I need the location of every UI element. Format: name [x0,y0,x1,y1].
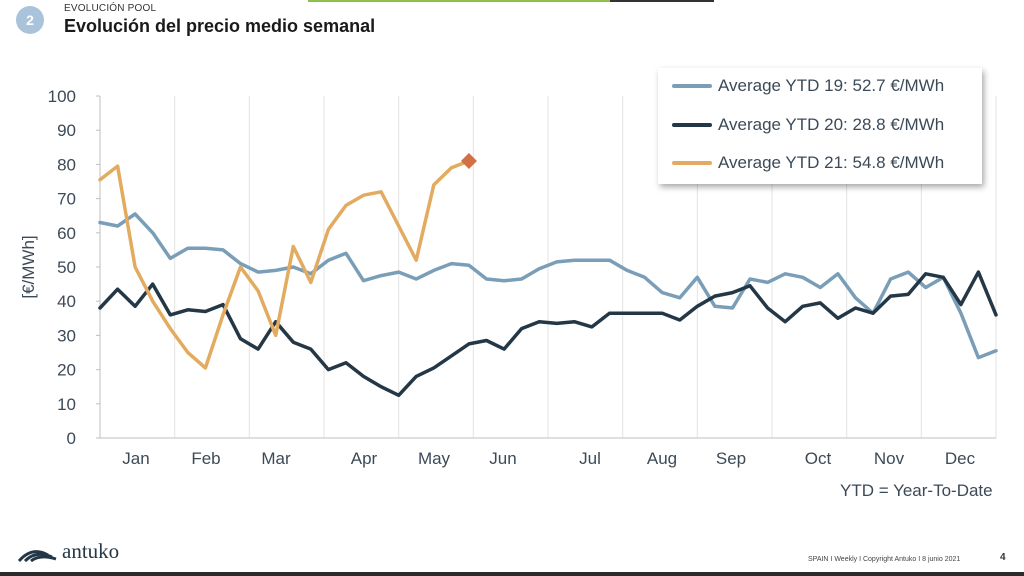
top-accent-dark [610,0,714,2]
y-tick-label: 80 [57,155,76,174]
legend-label-ytd19: Average YTD 19: 52.7 €/MWh [718,76,945,95]
x-tick-label: May [418,449,451,468]
x-tick-label: Jan [122,449,149,468]
x-tick-label: Sep [716,449,746,468]
x-tick-label: Feb [191,449,220,468]
antuko-mountain-icon [18,549,57,562]
legend-item-ytd21: Average YTD 21: 54.8 €/MWh [672,151,944,175]
x-tick-label: Oct [805,449,832,468]
ytd-footnote: YTD = Year-To-Date [840,481,993,500]
footer-copyright: SPAIN I Weekly I Copyright Antuko I 8 ju… [808,556,961,563]
x-tick-label: Mar [261,449,291,468]
y-tick-label: 50 [57,258,76,277]
x-tick-label: Apr [351,449,378,468]
y-tick-label: 70 [57,190,76,209]
x-tick-label: Jul [579,449,601,468]
series-line-2 [98,159,471,370]
page-title: Evolución del precio medio semanal [64,16,376,36]
legend-swatch-ytd21 [672,161,712,165]
x-tick-label: Dec [945,449,976,468]
y-tick-label: 0 [67,429,76,448]
y-tick-label: 30 [57,326,76,345]
brand-name: antuko [62,539,120,563]
chart-legend: Average YTD 19: 52.7 €/MWh Average YTD 2… [658,68,982,184]
section-kicker: EVOLUCIÓN POOL [64,3,157,14]
last-value-marker [460,152,477,169]
antuko-logo: antuko [18,539,119,564]
legend-item-ytd20: Average YTD 20: 28.8 €/MWh [672,113,944,137]
section-badge: 2 [16,6,44,34]
x-tick-label: Nov [874,449,905,468]
top-accent-green [308,0,610,2]
x-tick-label: Jun [489,449,516,468]
legend-item-ytd19: Average YTD 19: 52.7 €/MWh [672,74,944,98]
series-line-0 [98,212,998,360]
y-tick-label: 90 [57,121,76,140]
y-tick-label: 10 [57,395,76,414]
y-axis-title: [€/MWh] [19,235,38,298]
legend-label-ytd20: Average YTD 20: 28.8 €/MWh [718,115,945,134]
legend-label-ytd21: Average YTD 21: 54.8 €/MWh [718,153,945,172]
legend-swatch-ytd19 [672,84,712,88]
series-line-1 [98,270,998,398]
page-number: 4 [1000,552,1006,563]
bottom-bar [0,572,1024,576]
y-tick-label: 60 [57,224,76,243]
y-tick-label: 20 [57,361,76,380]
y-tick-label: 40 [57,292,76,311]
x-tick-label: Aug [647,449,677,468]
y-tick-label: 100 [48,87,76,106]
legend-swatch-ytd20 [672,123,712,127]
